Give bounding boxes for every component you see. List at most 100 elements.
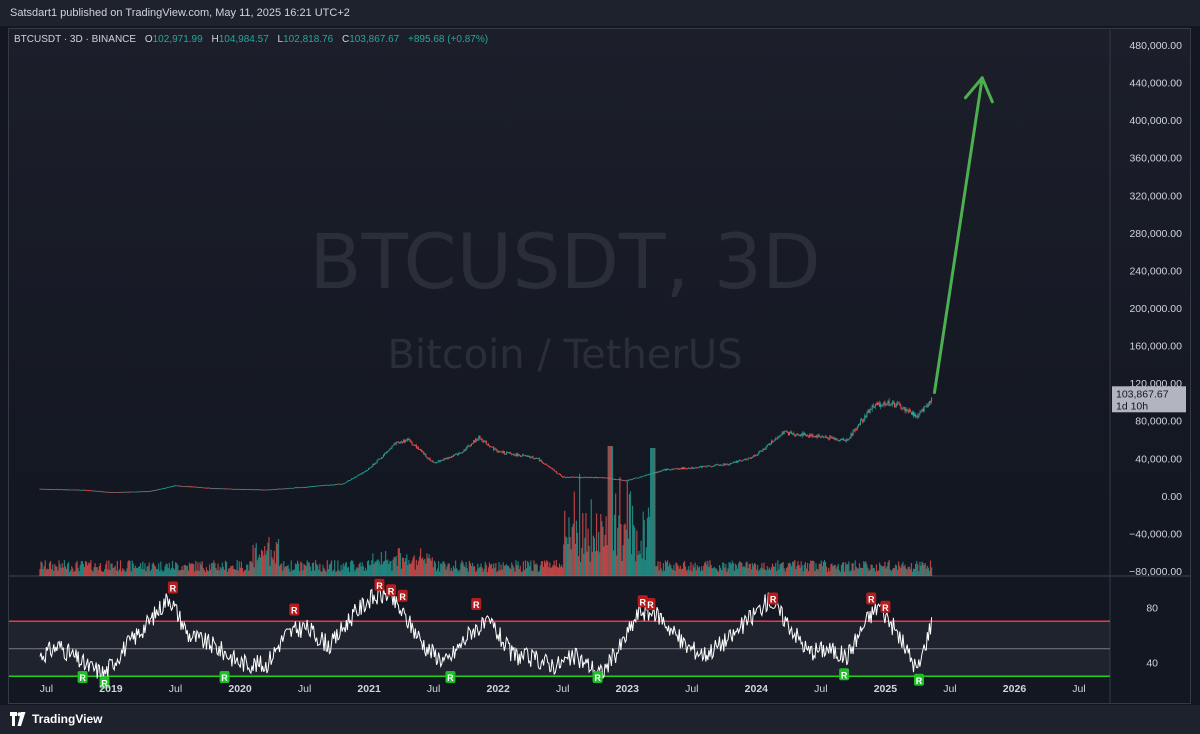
candle-body	[832, 437, 834, 439]
volume-bar	[249, 561, 251, 576]
volume-bar	[321, 571, 323, 576]
candle-body	[312, 486, 314, 487]
volume-bar	[444, 563, 446, 576]
volume-bar	[533, 560, 535, 576]
candle-body	[602, 477, 604, 479]
volume-bar	[368, 560, 370, 576]
volume-bar	[521, 571, 523, 576]
candle-body	[151, 490, 153, 492]
candle-body	[288, 487, 290, 489]
candle-body	[591, 476, 593, 478]
candle-body	[396, 441, 398, 443]
candle-body	[324, 484, 326, 486]
volume-bar	[835, 568, 837, 576]
candle-body	[776, 438, 778, 440]
candle-body	[758, 452, 760, 455]
candle-body	[453, 454, 455, 456]
candle-body	[915, 414, 917, 417]
candle-body	[243, 489, 245, 490]
volume-bar	[390, 560, 392, 576]
candle-body	[459, 452, 461, 454]
candle-body	[404, 440, 406, 443]
volume-bar	[876, 570, 879, 576]
volume-bar	[79, 564, 81, 576]
candle-body	[233, 488, 235, 490]
publish-text: Satsdart1 published on TradingView.com, …	[10, 7, 350, 19]
candle-body	[801, 433, 803, 437]
candle-body	[42, 488, 44, 490]
volume-bar	[193, 564, 195, 576]
candle-body	[760, 450, 762, 452]
volume-bar	[695, 570, 697, 576]
volume-bar	[799, 567, 801, 576]
candle-body	[757, 454, 759, 456]
volume-bar	[887, 562, 889, 576]
volume-bar	[486, 571, 488, 576]
volume-bar	[167, 568, 169, 576]
volume-bar	[217, 563, 219, 576]
candle-body	[99, 491, 101, 493]
volume-bar	[188, 562, 191, 576]
candle-body	[589, 477, 591, 478]
volume-bar	[97, 570, 99, 576]
candle-body	[695, 467, 697, 469]
candle-body	[563, 476, 565, 478]
volume-bar	[716, 570, 719, 576]
volume-bar	[206, 570, 209, 576]
volume-bar	[510, 569, 512, 576]
candle-body	[217, 488, 219, 490]
candle-body	[69, 489, 71, 491]
volume-bar	[446, 566, 448, 576]
volume-bar	[476, 570, 478, 576]
candle-body	[858, 424, 860, 425]
volume-bar	[865, 561, 867, 576]
volume-bar	[246, 564, 248, 576]
footer-brand[interactable]: TradingView	[32, 712, 103, 726]
candle-body	[448, 456, 450, 459]
volume-bar	[776, 571, 778, 576]
candle-body	[903, 407, 905, 409]
volume-bar	[417, 560, 420, 576]
chart-frame[interactable]	[8, 28, 1191, 704]
candle-body	[208, 487, 210, 489]
candle-body	[512, 453, 514, 455]
candle-body	[215, 488, 217, 490]
volume-bar	[255, 543, 257, 576]
candle-body	[337, 483, 339, 485]
time-tick-label: 2026	[1003, 683, 1027, 695]
volume-bar	[726, 571, 728, 576]
candle-body	[280, 488, 282, 490]
volume-bar	[640, 540, 642, 576]
volume-bar	[601, 521, 603, 576]
divergence-marker-label: R	[841, 670, 848, 680]
candle-body	[614, 479, 616, 480]
candle-body	[218, 488, 220, 490]
legend-symbol[interactable]: BTCUSDT · 3D · BINANCE	[14, 34, 137, 45]
price-tag-box	[1112, 386, 1186, 413]
candle-body	[457, 453, 459, 456]
volume-bar	[184, 564, 186, 576]
candle-body	[706, 465, 708, 467]
candle-body	[248, 489, 250, 490]
volume-bar	[560, 564, 563, 576]
volume-bar	[223, 569, 226, 576]
volume-bar	[745, 562, 747, 576]
candle-body	[705, 466, 707, 468]
volume-bar	[164, 566, 166, 576]
volume-bar	[513, 567, 515, 576]
volume-bar	[96, 566, 98, 576]
volume-bar	[157, 569, 159, 576]
tradingview-logo-icon[interactable]	[10, 712, 26, 726]
candle-body	[214, 488, 216, 490]
volume-bar	[101, 571, 104, 576]
volume-bar	[327, 569, 329, 576]
candle-body	[190, 486, 192, 488]
candle-body	[419, 449, 421, 450]
candle-body	[510, 452, 512, 454]
volume-bar	[179, 570, 181, 576]
volume-bar	[676, 563, 678, 576]
volume-bar	[281, 563, 283, 576]
volume-bar	[925, 568, 927, 576]
volume-bar	[352, 560, 354, 576]
